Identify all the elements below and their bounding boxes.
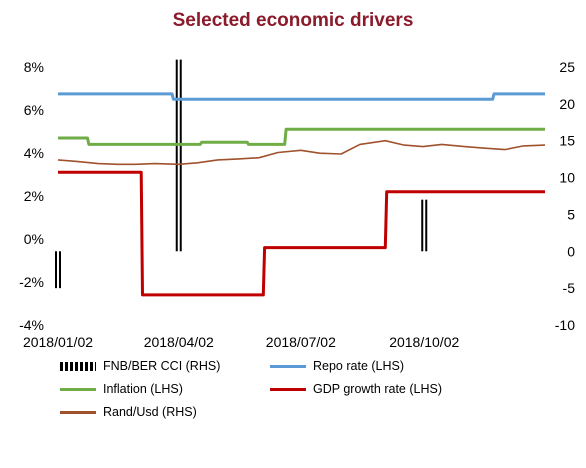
cci-bar <box>421 199 424 252</box>
legend-label: GDP growth rate (LHS) <box>313 382 442 396</box>
y-left-tick-label: -2% <box>19 274 44 290</box>
legend-swatch <box>60 411 96 414</box>
legend-label: Inflation (LHS) <box>103 382 183 396</box>
series-line-repo <box>58 92 545 101</box>
series-line-gdp <box>58 170 545 297</box>
legend-swatch <box>60 388 96 391</box>
x-tick-label: 2018/07/02 <box>266 334 336 350</box>
cci-bar <box>55 251 57 289</box>
x-tick-label: 2018/04/02 <box>144 334 214 350</box>
cci-bar <box>179 59 182 252</box>
legend-label: Rand/Usd (RHS) <box>103 405 197 419</box>
y-left-tick-label: -4% <box>19 317 44 333</box>
y-left-tick-label: 8% <box>24 59 44 75</box>
legend-swatch <box>270 365 306 368</box>
y-right-tick-label: 0 <box>567 243 575 259</box>
legend-label: Repo rate (LHS) <box>313 359 405 373</box>
legend-swatch <box>60 362 96 371</box>
legend-swatch <box>270 388 306 391</box>
legend-label: FNB/BER CCI (RHS) <box>103 359 221 373</box>
cci-bar <box>425 199 428 252</box>
cci-bar <box>175 59 178 252</box>
y-right-tick-label: 15 <box>559 133 575 149</box>
y-right-tick-label: 20 <box>559 96 575 112</box>
y-left-tick-label: 4% <box>24 145 44 161</box>
cci-bar <box>59 251 61 289</box>
y-left-tick-label: 2% <box>24 188 44 204</box>
x-tick-label: 2018/10/02 <box>389 334 459 350</box>
y-left-tick-label: 6% <box>24 102 44 118</box>
y-left-tick-label: 0% <box>24 231 44 247</box>
y-right-tick-label: -10 <box>555 317 575 333</box>
y-right-tick-label: 5 <box>567 206 575 222</box>
series-line-rand <box>57 139 546 166</box>
y-right-tick-label: 10 <box>559 170 575 186</box>
chart-title: Selected economic drivers <box>172 10 414 31</box>
x-tick-label: 2018/01/02 <box>23 334 93 350</box>
y-right-tick-label: -5 <box>563 280 576 296</box>
series-line-inflation <box>58 127 545 146</box>
y-right-tick-label: 25 <box>559 59 575 75</box>
